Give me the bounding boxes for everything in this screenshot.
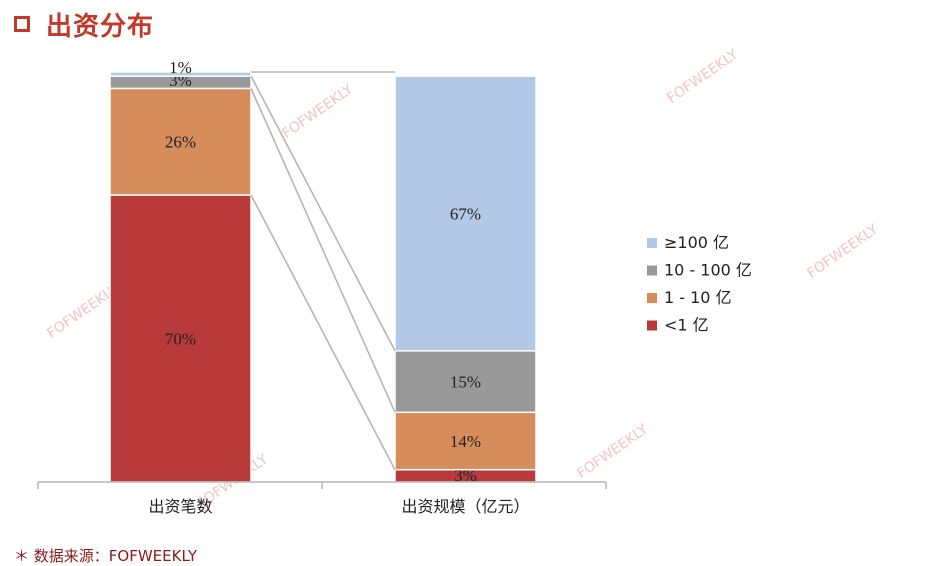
watermark-text: FOFWEEKLY (279, 81, 356, 142)
x-tick-label: 出资笔数 (148, 497, 212, 516)
data-label: 67% (450, 204, 481, 223)
data-label: 15% (450, 373, 481, 392)
connector-line (250, 88, 396, 413)
page-title-row: 出资分布 (14, 6, 154, 42)
connector-line (250, 75, 396, 352)
data-label: 3% (454, 466, 477, 485)
data-label: 26% (165, 133, 196, 152)
legend-label: ≥100 亿 (664, 233, 729, 252)
data-label: 1% (169, 58, 192, 77)
data-source-note: ＊ 数据来源：FOFWEEKLY (14, 547, 197, 565)
legend-label: 10 - 100 亿 (664, 261, 752, 280)
bar-segment (394, 75, 537, 352)
bar-segment (109, 71, 252, 77)
connector-line (250, 194, 396, 471)
watermark-text: FOFWEEKLY (574, 421, 651, 482)
legend-label: 1 - 10 亿 (664, 288, 732, 307)
x-tick-label: 出资规模（亿元） (401, 497, 529, 516)
watermark-text: FOFWEEKLY (664, 46, 741, 107)
watermark-text: FOFWEEKLY (804, 221, 881, 282)
legend-swatch (647, 293, 657, 303)
legend-swatch (647, 320, 657, 331)
data-label: 70% (165, 330, 196, 349)
legend-swatch (647, 265, 657, 276)
legend-swatch (647, 238, 657, 248)
legend-label: <1 亿 (664, 316, 709, 335)
title-square-icon (14, 16, 30, 32)
page-title: 出资分布 (46, 11, 155, 42)
bar-segment (394, 350, 537, 414)
data-label: 14% (450, 432, 481, 451)
